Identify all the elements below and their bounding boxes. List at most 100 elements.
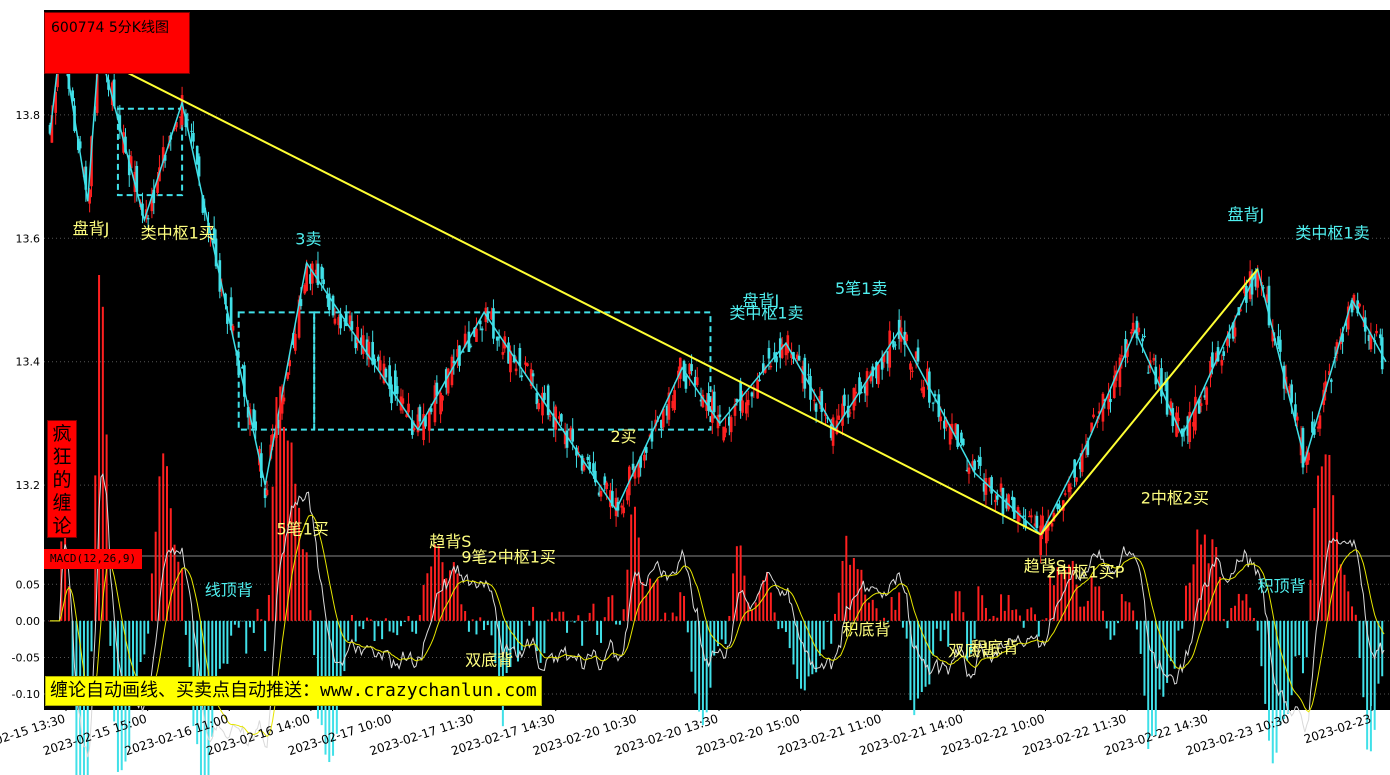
candle-body <box>1033 523 1037 526</box>
candle-body <box>729 417 733 433</box>
candle-body <box>1039 525 1042 556</box>
macd-bar <box>1211 539 1214 621</box>
candle-body <box>192 132 195 142</box>
macd-bar <box>524 620 527 622</box>
candle-body <box>1080 450 1084 472</box>
candle-body <box>631 463 635 470</box>
candle-body <box>152 189 156 204</box>
macd-bar <box>215 620 218 691</box>
candle-body <box>1160 368 1163 397</box>
macd-bar <box>890 597 893 621</box>
macd-bar <box>233 620 236 625</box>
macd-bar <box>267 594 270 621</box>
candle-body <box>1016 507 1020 524</box>
candle-body <box>824 413 827 417</box>
banner-url[interactable]: www.crazychanlun.com <box>320 680 537 701</box>
macd-bar <box>1154 620 1157 736</box>
macd-bar <box>781 620 784 629</box>
macd-bar <box>1313 508 1316 621</box>
candle-body <box>377 356 380 362</box>
candle-body <box>452 360 456 363</box>
candle-body <box>837 415 841 420</box>
annotation-label: 类中枢1买 <box>141 223 215 242</box>
candle-body <box>950 423 954 431</box>
macd-bar <box>282 426 285 621</box>
macd-bar <box>984 607 987 621</box>
candle-body <box>931 402 935 404</box>
macd-bar <box>539 620 542 663</box>
annotation-label: 2中枢2买 <box>1141 489 1209 508</box>
candle-body <box>480 328 484 331</box>
macd-bar <box>683 595 686 621</box>
candle-body <box>422 414 425 440</box>
candle-body <box>846 405 850 418</box>
macd-bar <box>1309 579 1312 621</box>
macd-bar <box>800 620 803 689</box>
candle-body <box>733 404 737 416</box>
candle-body <box>971 461 975 466</box>
macd-bar <box>437 545 440 621</box>
candle-body <box>161 147 165 164</box>
candle-body <box>909 363 912 370</box>
macd-bar <box>181 569 184 621</box>
candle-body <box>724 428 727 433</box>
candle-body <box>712 391 716 413</box>
candle-body <box>1107 393 1110 410</box>
macd-bar <box>637 537 640 621</box>
candle-body <box>1231 322 1235 339</box>
macd-bar <box>1200 544 1203 621</box>
macd-annotation-label: 双底背 <box>465 650 513 669</box>
candle-body <box>1222 351 1226 356</box>
candle-body <box>803 357 807 389</box>
candle-body <box>263 488 267 499</box>
candle-body <box>246 407 250 418</box>
candle-body <box>797 355 801 361</box>
candle-body <box>1097 411 1101 414</box>
macd-bar <box>1279 620 1282 726</box>
macd-bar <box>898 592 901 621</box>
macd-bar <box>939 620 942 642</box>
macd-bar <box>626 569 629 621</box>
macd-bar <box>592 603 595 621</box>
price-tick-label: 13.4 <box>16 356 41 369</box>
macd-bar <box>1222 618 1225 621</box>
macd-bar <box>1018 615 1021 621</box>
candle-body <box>1216 347 1220 362</box>
candle-body <box>277 419 280 429</box>
macd-bar <box>1132 610 1135 621</box>
candle-body <box>690 364 693 372</box>
candle-body <box>1007 494 1010 510</box>
candle-body <box>450 356 454 386</box>
candle-body <box>999 483 1003 492</box>
macd-bar <box>1143 620 1146 696</box>
candle-body <box>1146 372 1150 374</box>
candle-body <box>1141 338 1144 342</box>
candle-body <box>1029 515 1033 518</box>
candle-body <box>78 141 82 149</box>
candle-body <box>744 402 748 414</box>
candle-body <box>252 409 256 429</box>
macd-bar <box>833 613 836 621</box>
macd-bar <box>1347 591 1350 621</box>
macd-bar <box>879 620 882 621</box>
macd-bar <box>1373 620 1376 730</box>
annotation-label: 类中枢1卖 <box>1295 223 1369 242</box>
macd-bar <box>777 620 780 630</box>
macd-bar <box>958 591 961 621</box>
candle-body <box>365 339 369 355</box>
macd-bar <box>143 620 146 655</box>
candle-body <box>892 340 895 348</box>
candle-body <box>156 181 159 193</box>
candle-body <box>316 263 320 285</box>
macd-bar <box>154 531 157 621</box>
annotation-label: 2中枢1买P <box>1046 563 1124 582</box>
macd-bar <box>1260 620 1263 667</box>
candle-body <box>926 368 929 385</box>
macd-bar <box>954 591 957 621</box>
macd-bar <box>1339 564 1342 621</box>
candle-body <box>1375 330 1378 334</box>
macd-bar <box>1343 574 1346 621</box>
macd-bar <box>988 618 991 621</box>
macd-bar <box>962 612 965 621</box>
candle-body <box>711 398 714 423</box>
